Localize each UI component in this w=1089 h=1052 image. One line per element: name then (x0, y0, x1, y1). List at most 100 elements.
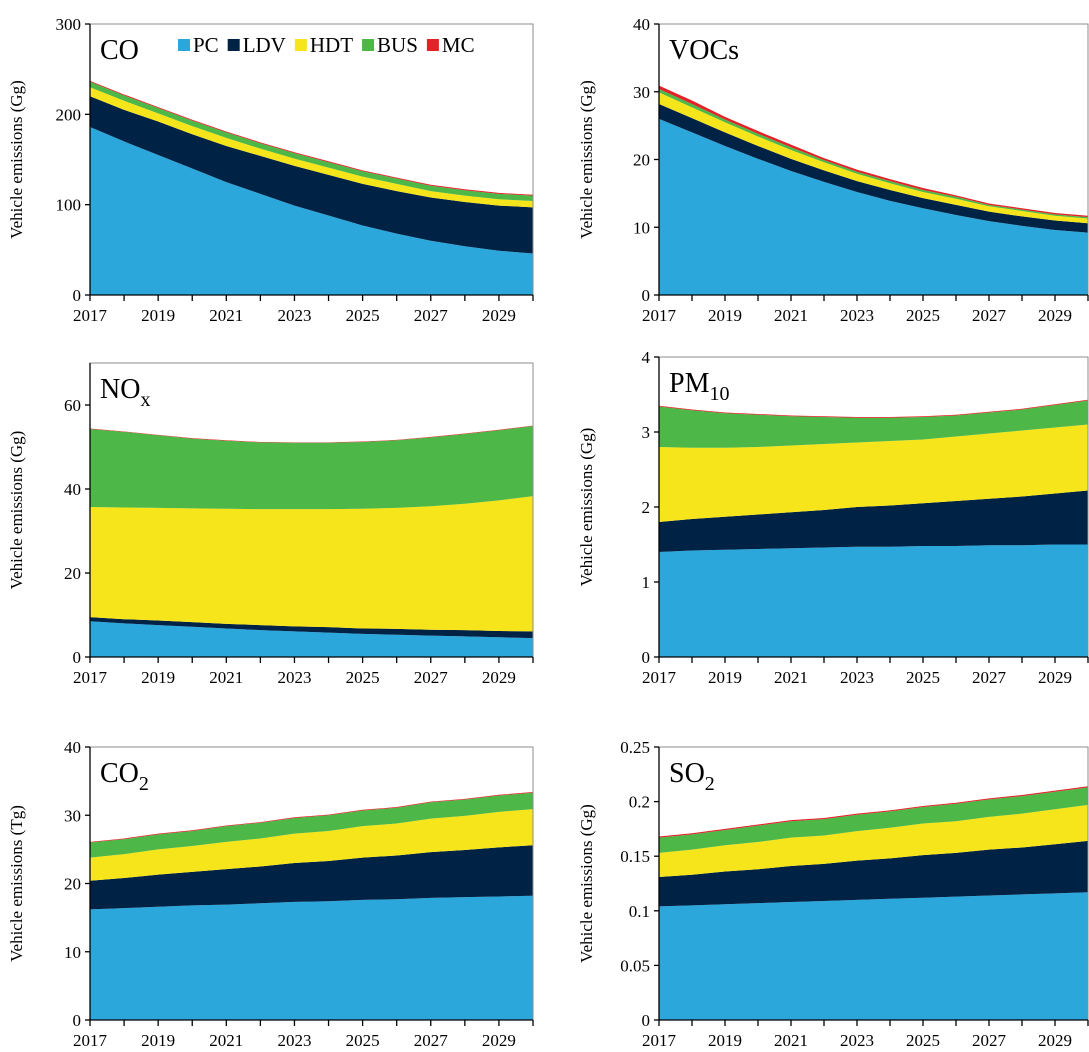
x-tick-label: 2021 (774, 668, 808, 687)
x-tick-label: 2025 (906, 306, 940, 325)
y-axis-label: Vehicle emissions (Gg) (577, 428, 596, 587)
y-tick-label: 2 (642, 498, 651, 517)
legend-swatch (294, 39, 307, 51)
y-tick-label: 10 (64, 943, 81, 962)
x-tick-label: 2025 (906, 1031, 940, 1050)
legend-label: LDV (243, 33, 286, 57)
legend-swatch (178, 39, 190, 51)
area-bus (90, 426, 533, 510)
legend-label: HDT (310, 33, 353, 57)
panel-title-main: NO (100, 374, 140, 405)
y-tick-label: 0 (73, 286, 82, 305)
y-tick-label: 10 (633, 218, 650, 237)
panel-title: NOx (100, 374, 150, 411)
y-tick-label: 300 (56, 15, 82, 34)
x-tick-label: 2023 (840, 1031, 874, 1050)
panel-title: SO2 (669, 758, 715, 795)
panel-title: PM10 (669, 368, 729, 405)
y-tick-label: 0.1 (629, 902, 650, 921)
y-tick-label: 3 (642, 423, 651, 442)
x-tick-label: 2023 (277, 1031, 311, 1050)
y-tick-label: 0 (73, 648, 82, 667)
y-tick-label: 0 (642, 1011, 651, 1030)
y-tick-label: 1 (642, 573, 651, 592)
area-bus (659, 787, 1088, 853)
x-tick-label: 2023 (840, 306, 874, 325)
panel-title-subscript: x (140, 389, 150, 411)
x-tick-label: 2019 (141, 306, 175, 325)
x-tick-label: 2029 (1038, 1031, 1072, 1050)
x-tick-label: 2023 (840, 668, 874, 687)
y-tick-label: 60 (64, 396, 81, 415)
y-tick-label: 0.25 (620, 738, 650, 757)
y-tick-label: 40 (64, 480, 81, 499)
y-tick-label: 20 (64, 875, 81, 894)
x-tick-label: 2017 (73, 1031, 108, 1050)
x-tick-label: 2021 (209, 1031, 243, 1050)
y-tick-label: 0 (642, 648, 651, 667)
x-tick-label: 2017 (642, 668, 677, 687)
x-tick-label: 2027 (414, 1031, 449, 1050)
area-ldv (659, 103, 1088, 233)
x-tick-label: 2025 (346, 306, 380, 325)
area-mc (90, 792, 533, 843)
panel-title-main: CO (100, 35, 139, 66)
y-tick-label: 0 (73, 1011, 82, 1030)
y-tick-label: 100 (56, 196, 82, 215)
legend-swatch (227, 39, 240, 51)
panel-title-subscript: 2 (139, 773, 149, 795)
x-tick-label: 2027 (414, 306, 449, 325)
y-tick-label: 30 (64, 806, 81, 825)
x-tick-label: 2017 (642, 1031, 677, 1050)
x-tick-label: 2029 (482, 306, 516, 325)
y-tick-label: 40 (64, 738, 81, 757)
area-ldv (90, 617, 533, 639)
x-tick-label: 2019 (141, 1031, 175, 1050)
x-tick-label: 2029 (482, 668, 516, 687)
x-tick-label: 2021 (774, 1031, 808, 1050)
area-ldv (90, 96, 533, 254)
x-tick-label: 2019 (708, 1031, 742, 1050)
x-tick-label: 2025 (906, 668, 940, 687)
panel-title-main: CO (100, 758, 139, 789)
x-tick-label: 2029 (482, 1031, 516, 1050)
y-axis-label: Vehicle emissions (Gg) (7, 80, 26, 239)
area-pc (90, 895, 533, 1020)
area-ldv (90, 845, 533, 910)
x-tick-label: 2021 (209, 306, 243, 325)
x-tick-label: 2027 (972, 1031, 1007, 1050)
y-tick-label: 0.15 (620, 847, 650, 866)
legend-label: PC (193, 33, 219, 57)
panel-title-main: SO (669, 758, 705, 789)
panel-title-main: PM (669, 368, 710, 399)
x-tick-label: 2023 (277, 668, 311, 687)
area-pc (659, 544, 1088, 657)
x-tick-label: 2019 (708, 668, 742, 687)
x-tick-label: 2027 (972, 306, 1007, 325)
area-pc (659, 118, 1088, 295)
area-mc (659, 399, 1088, 418)
x-tick-label: 2019 (141, 668, 175, 687)
area-mc (659, 786, 1088, 838)
area-ldv (659, 490, 1088, 552)
y-tick-label: 20 (633, 151, 650, 170)
x-tick-label: 2027 (972, 668, 1007, 687)
area-pc (90, 621, 533, 657)
area-pc (659, 892, 1088, 1020)
area-bus (659, 400, 1088, 448)
x-tick-label: 2027 (414, 668, 449, 687)
x-tick-label: 2017 (73, 668, 108, 687)
area-pc (90, 126, 533, 295)
area-hdt (659, 804, 1088, 877)
chart-panel: 0 10 20 30 40 2017 2019 2021 2023 2025 2027 2029 Veh… (577, 15, 1089, 325)
chart-panel: 0 20 40 60 2017 2019 2021 2023 2025 2027 2029 Vehic… (7, 362, 534, 687)
legend-label: BUS (377, 33, 418, 57)
x-tick-label: 2029 (1038, 668, 1072, 687)
x-tick-label: 2017 (642, 306, 677, 325)
chart-panel: 0 0.05 0.1 0.15 0.2 0.25 2017 2019 2021 2023 2025 2… (577, 738, 1089, 1050)
x-tick-label: 2017 (73, 306, 108, 325)
y-tick-label: 200 (56, 105, 82, 124)
panel-title-subscript: 2 (705, 773, 715, 795)
